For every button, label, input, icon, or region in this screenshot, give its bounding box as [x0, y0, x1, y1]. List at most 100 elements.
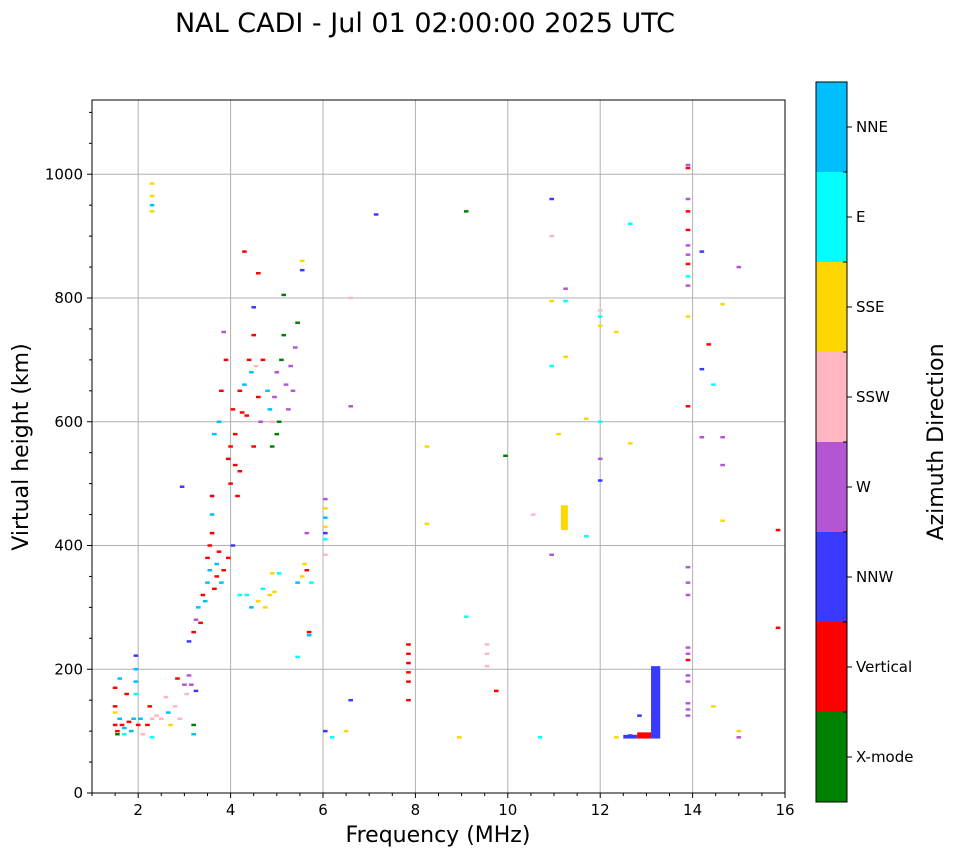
echo-mark	[272, 590, 277, 594]
colorbar-segment	[816, 262, 847, 352]
echo-mark	[304, 569, 310, 572]
echo-mark	[323, 531, 328, 535]
echo-mark	[685, 315, 691, 318]
colorbar-segment	[816, 532, 847, 622]
echo-mark	[138, 717, 143, 720]
echo-mark	[736, 729, 742, 733]
echo-mark	[253, 364, 259, 368]
echo-mark	[274, 432, 280, 436]
echo-mark	[549, 234, 554, 238]
echo-mark	[258, 420, 263, 423]
echo-mark	[283, 383, 289, 386]
echo-mark	[685, 708, 691, 711]
echo-mark	[149, 736, 155, 739]
colorbar-segment	[816, 172, 847, 262]
echo-mark	[246, 358, 252, 362]
echo-block	[560, 505, 568, 531]
colorbar-label: NNE	[856, 118, 888, 136]
grid	[92, 100, 786, 794]
echo-mark	[549, 299, 554, 303]
x-axis-label: Frequency (MHz)	[346, 823, 531, 848]
colorbar-label: SSW	[856, 388, 890, 406]
echo-mark	[242, 250, 247, 253]
echo-mark	[256, 395, 261, 399]
colorbar-label: NNW	[856, 568, 893, 586]
echo-mark	[191, 732, 196, 736]
echo-mark	[493, 689, 499, 693]
echo-mark	[597, 479, 603, 482]
echo-mark	[685, 210, 691, 213]
echo-mark	[122, 726, 127, 730]
echo-mark	[720, 435, 725, 439]
echo-mark	[323, 497, 328, 501]
echo-mark	[484, 664, 490, 668]
echo-mark	[685, 674, 691, 677]
colorbar-segment	[816, 712, 847, 802]
echo-mark	[149, 203, 155, 207]
echo-mark	[216, 550, 222, 553]
echo-mark	[597, 324, 603, 328]
echo-mark	[685, 262, 691, 266]
echo-mark	[685, 565, 691, 569]
y-axis-ticks: 0 200 400 600 800 1000	[45, 111, 92, 802]
echo-mark	[597, 420, 603, 423]
echo-mark	[112, 686, 118, 690]
x-tick-label: 12	[591, 801, 610, 819]
echo-mark	[168, 723, 173, 727]
echo-mark	[209, 494, 215, 498]
echo-mark	[279, 358, 284, 362]
echo-mark	[736, 265, 742, 269]
echo-mark	[200, 593, 206, 597]
echo-mark	[323, 729, 328, 733]
echo-mark	[191, 630, 196, 634]
echo-mark	[267, 408, 273, 411]
echo-mark	[126, 720, 132, 724]
echo-mark	[597, 457, 603, 461]
y-axis-label: Virtual height (km)	[9, 343, 34, 550]
echo-mark	[256, 272, 261, 275]
echo-mark	[128, 729, 134, 733]
echo-mark	[239, 411, 245, 414]
echo-mark	[223, 358, 229, 362]
echo-mark	[179, 485, 185, 488]
echo-mark	[237, 593, 243, 597]
echo-mark	[323, 538, 328, 541]
echo-mark	[323, 507, 328, 510]
echo-mark	[205, 556, 210, 560]
echo-mark	[637, 714, 642, 717]
echo-mark	[249, 606, 254, 609]
colorbar-label: X-mode	[856, 748, 913, 766]
echo-mark	[685, 658, 691, 662]
echo-mark	[260, 587, 266, 591]
echo-mark	[537, 736, 543, 739]
echo-mark	[135, 723, 141, 727]
echo-mark	[195, 606, 201, 609]
echo-mark	[115, 729, 120, 733]
echo-mark	[775, 528, 781, 532]
echo-mark	[563, 299, 568, 303]
echo-mark	[463, 615, 469, 618]
echo-mark	[225, 457, 231, 461]
echo-mark	[249, 371, 254, 374]
echo-mark	[584, 534, 589, 538]
echo-mark	[251, 306, 257, 309]
echo-mark	[228, 445, 233, 448]
echo-mark	[244, 593, 250, 597]
echo-mark	[230, 544, 236, 547]
echo-mark	[112, 723, 118, 727]
echo-mark	[221, 330, 226, 334]
echo-mark	[720, 302, 725, 306]
echo-mark	[343, 729, 349, 733]
colorbar-segment	[816, 622, 847, 712]
echo-mark	[685, 680, 691, 683]
echo-mark	[228, 482, 233, 485]
echo-mark	[288, 364, 293, 368]
echo-mark	[302, 562, 307, 566]
echo-mark	[406, 680, 411, 683]
x-tick-label: 2	[133, 801, 143, 819]
echo-mark	[484, 652, 490, 656]
echo-mark	[133, 680, 139, 683]
echo-mark	[306, 633, 312, 637]
echo-mark	[172, 705, 178, 708]
